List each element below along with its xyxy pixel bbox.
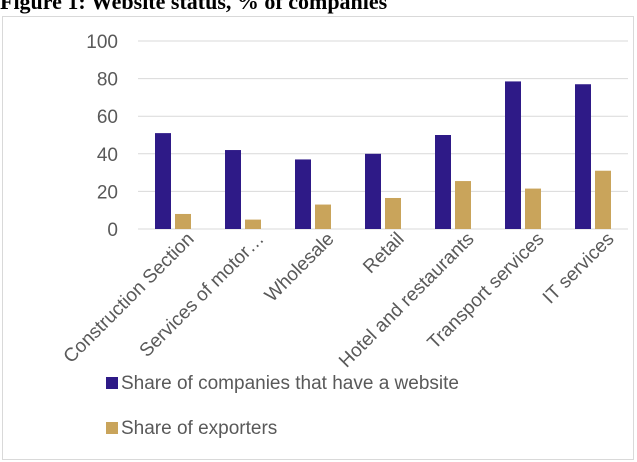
bar — [175, 213, 191, 229]
chart-frame — [2, 16, 634, 460]
gridlines — [138, 40, 628, 230]
y-tick-label: 40 — [97, 145, 118, 166]
y-tick-label: 0 — [107, 220, 118, 241]
y-tick-label: 100 — [86, 32, 118, 53]
bar — [155, 133, 171, 229]
legend: Share of companies that have a website Sh… — [106, 373, 459, 439]
bar — [245, 219, 261, 229]
bar — [365, 153, 381, 229]
bar — [505, 81, 521, 229]
bar — [225, 150, 241, 229]
chart-title: Figure 1: Website status, % of companies — [0, 0, 388, 14]
y-tick-label: 20 — [97, 182, 118, 203]
bars — [155, 81, 611, 230]
legend-swatch — [106, 422, 118, 434]
legend-swatch — [106, 377, 118, 389]
legend-label: Share of companies that have a website — [121, 373, 459, 394]
y-tick-labels: 0 20 40 60 80 100 — [86, 32, 118, 241]
y-tick-label: 60 — [97, 107, 118, 128]
bar — [435, 135, 451, 229]
bar — [295, 159, 311, 229]
bar — [455, 181, 471, 229]
bar — [525, 188, 541, 229]
x-tick-label: Construction Section — [60, 229, 199, 368]
x-tick-label: Services of motor… — [136, 229, 269, 362]
bar — [315, 204, 331, 229]
y-tick-label: 80 — [97, 70, 118, 91]
bar — [385, 197, 401, 229]
bar — [595, 170, 611, 229]
legend-label: Share of exporters — [121, 418, 277, 439]
x-tick-label: Hotel and restaurants — [335, 229, 478, 372]
x-tick-label: Wholesale — [261, 229, 339, 307]
x-tick-label: IT services — [539, 229, 619, 309]
bar — [575, 84, 591, 230]
x-tick-label: Retail — [359, 229, 408, 278]
x-tick-label: Transport services — [424, 229, 549, 354]
